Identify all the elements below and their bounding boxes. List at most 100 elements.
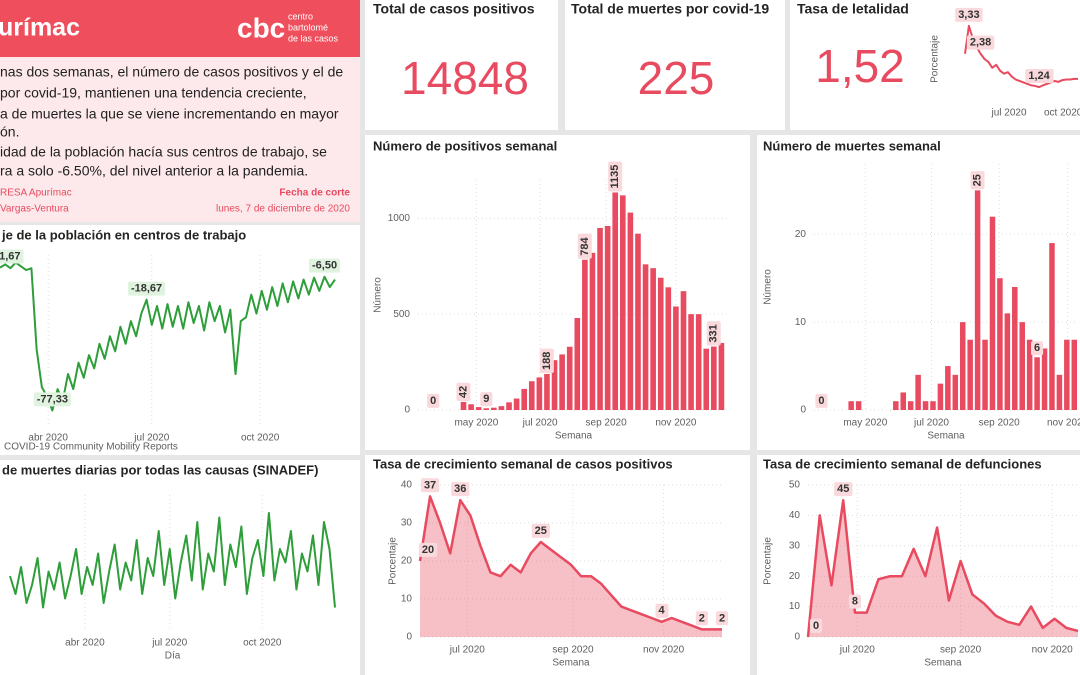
- kpi-title: Tasa de letalidad: [797, 1, 909, 17]
- x-tick-label: nov 2020: [655, 418, 697, 429]
- bar: [521, 388, 528, 410]
- cutoff-date: lunes, 7 de diciembre de 2020: [216, 204, 350, 215]
- y-tick-label: 0: [406, 632, 412, 643]
- x-tick-label: sep 2020: [586, 418, 628, 429]
- header-band: [0, 0, 360, 57]
- bar: [930, 401, 936, 410]
- header-title: urímac: [0, 14, 80, 42]
- kpi-title: Total de muertes por covid-19: [571, 1, 769, 17]
- bar: [982, 339, 988, 410]
- x-tick-label: jul 2020: [449, 645, 485, 656]
- cutoff-label: Fecha de corte: [279, 188, 350, 199]
- x-axis-title: Semana: [555, 431, 593, 442]
- bar: [650, 268, 656, 410]
- logo-text: centro: [288, 11, 313, 21]
- y-tick-label: 40: [401, 480, 413, 491]
- bar: [544, 373, 550, 410]
- x-axis-title: Semana: [552, 658, 590, 669]
- bar: [1004, 313, 1011, 410]
- data-label: 36: [454, 483, 466, 495]
- bar: [498, 406, 505, 410]
- data-label-group: 1135: [608, 161, 623, 192]
- data-label-group: 0: [427, 393, 440, 408]
- chart-title: Tasa de crecimiento semanal de defuncion…: [763, 456, 1042, 471]
- y-axis-title: Porcentaje: [388, 537, 399, 585]
- data-label-group: 36: [451, 482, 470, 497]
- data-label-bg: [715, 611, 729, 626]
- data-label-group: 2,38: [966, 35, 995, 50]
- logo-text: bartolomé: [288, 22, 328, 32]
- bar: [483, 408, 490, 410]
- y-tick-label: 50: [789, 480, 801, 491]
- bar: [528, 381, 535, 410]
- bar: [893, 401, 899, 410]
- y-tick-label: 10: [401, 594, 413, 605]
- data-label: 4: [659, 605, 666, 617]
- x-tick-label: oct 2020: [241, 433, 280, 444]
- bar: [566, 346, 573, 410]
- y-tick-label: 1000: [388, 213, 411, 224]
- data-label-bg: [480, 392, 493, 407]
- logo: cbc: [237, 12, 285, 43]
- chart-title: de muertes diarias por todas las causas …: [2, 462, 318, 477]
- bar: [967, 339, 973, 410]
- data-label-bg: [577, 233, 592, 259]
- bar: [915, 374, 921, 410]
- data-label-bg: [420, 478, 440, 493]
- x-tick-label: sep 2020: [979, 418, 1021, 429]
- x-tick-label: nov 2020: [1032, 645, 1074, 656]
- bar: [506, 402, 512, 410]
- data-label-bg: [418, 542, 438, 557]
- x-tick-label: sep 2020: [552, 645, 594, 656]
- chart-title: Número de muertes semanal: [763, 138, 941, 153]
- data-label: 3,33: [958, 9, 979, 21]
- x-tick-label: may 2020: [843, 418, 887, 429]
- bar: [673, 306, 679, 410]
- source-line: Vargas-Ventura: [0, 204, 69, 215]
- data-label: 2: [719, 612, 725, 624]
- data-label-bg: [427, 393, 440, 408]
- y-tick-label: 40: [789, 510, 801, 521]
- bar: [922, 401, 929, 410]
- bar: [907, 401, 914, 410]
- data-label-bg: [655, 603, 669, 618]
- source-note: COVID-19 Community Mobility Reports: [4, 442, 178, 453]
- bar: [559, 354, 565, 410]
- data-label-group: 6: [1031, 341, 1044, 356]
- data-label-group: 2: [715, 611, 729, 626]
- summary-panel: [0, 57, 360, 222]
- chart-title: Tasa de crecimiento semanal de casos pos…: [373, 456, 673, 471]
- x-axis-title: Semana: [924, 658, 962, 669]
- data-label-group: -77,33: [33, 392, 71, 407]
- y-tick-label: 10: [795, 317, 807, 328]
- data-label: 8: [852, 596, 858, 608]
- bar: [612, 192, 619, 410]
- kpi-title: Total de casos positivos: [373, 1, 535, 17]
- data-label: -6,50: [312, 260, 337, 272]
- data-label: 1135: [609, 165, 621, 189]
- area: [420, 496, 722, 637]
- line: [806, 498, 1079, 638]
- data-label-bg: [1031, 341, 1044, 356]
- bar: [619, 195, 626, 410]
- data-label: 25: [972, 174, 984, 186]
- data-label-group: 4: [655, 603, 669, 618]
- summary-line: nas dos semanas, el número de casos posi…: [0, 64, 343, 80]
- bar: [848, 401, 854, 410]
- summary-line: ra a solo -6.50%, del nivel anterior a l…: [0, 163, 308, 179]
- data-label-bg: [1025, 69, 1054, 84]
- data-label-group: 25: [970, 171, 985, 190]
- data-label: 188: [541, 352, 553, 370]
- bar: [551, 360, 558, 410]
- data-label-bg: [539, 348, 554, 373]
- bar: [718, 342, 725, 410]
- bar: [468, 404, 474, 410]
- bar: [1071, 339, 1078, 410]
- x-tick-label: jul 2020: [839, 645, 875, 656]
- logo-text: de las casos: [288, 33, 339, 43]
- data-label-bg: [834, 482, 853, 497]
- bar: [536, 377, 543, 410]
- data-label-group: -1,67: [0, 249, 24, 264]
- data-label-bg: [848, 594, 862, 609]
- kpi-value: 14848: [401, 52, 529, 104]
